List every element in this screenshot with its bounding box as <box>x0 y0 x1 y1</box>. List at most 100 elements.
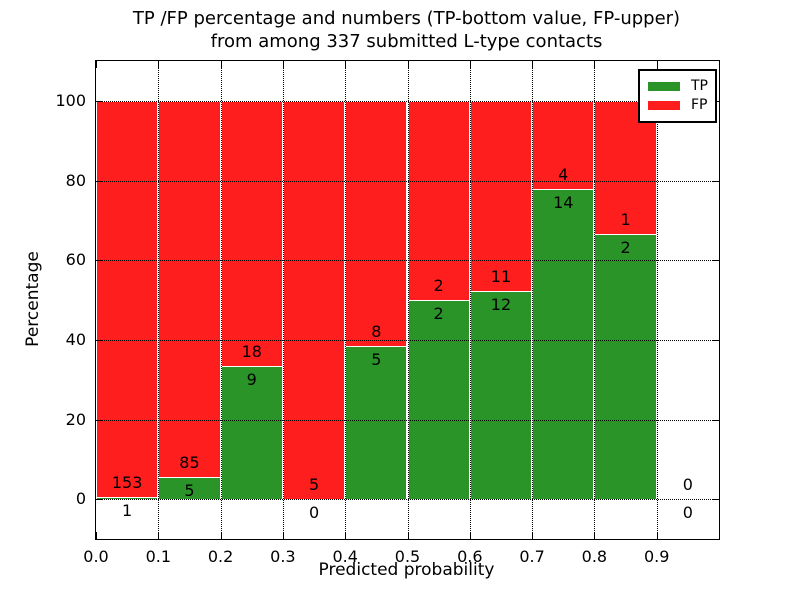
ytick-right-60 <box>712 260 719 262</box>
gridline-x-0.1 <box>158 61 160 539</box>
gridline-x-0.3 <box>282 61 284 539</box>
x-axis-tick-label-0.5: 0.5 <box>394 547 421 566</box>
legend: TP FP <box>638 69 717 123</box>
gridline-x-0.4 <box>345 61 347 539</box>
ytick-right-20 <box>712 419 719 421</box>
x-axis-tick-label-0.1: 0.1 <box>145 547 172 566</box>
gridline-x-0.8 <box>594 61 596 539</box>
fp-count-label-0.4-0.5: 8 <box>371 321 382 341</box>
ytick-right-80 <box>712 180 719 182</box>
fp-count-label-0.5-0.6: 2 <box>433 276 444 295</box>
x-axis-label: Predicted probability <box>318 560 495 580</box>
x-axis-tick-label-0.9: 0.9 <box>643 547 670 566</box>
tp-count-label-0.9-1.0: 0 <box>682 503 693 523</box>
tp-count-label-0.7-0.8: 14 <box>553 193 574 213</box>
plot-canvas: 153 1 85 5 18 9 5 0 8 5 2 2 11 12 4 14 1 2 0 0 0 20 40 60 80 100 0… <box>55 61 719 566</box>
y-axis-tick-label-0: 0 <box>75 489 86 509</box>
xtick-top-0.3 <box>282 61 284 68</box>
ytick-right-40 <box>712 339 719 341</box>
xtick-bottom-0.7 <box>532 532 534 539</box>
y-axis-tick-label-60: 60 <box>65 250 86 270</box>
legend-label-fp: FP <box>691 97 708 113</box>
xtick-bottom-0.8 <box>594 532 596 539</box>
ytick-left-100 <box>96 100 103 102</box>
fp-count-label-0.0-0.1: 153 <box>111 472 143 492</box>
fp-count-label-0.8-0.9: 1 <box>620 209 631 229</box>
gridline-x-0.7 <box>532 61 534 539</box>
bar-segment-fp-0.2-0.3 <box>220 100 283 367</box>
bar-segment-tp-0.5-0.6 <box>407 300 470 500</box>
x-axis-tick-label-0.0: 0.0 <box>83 547 109 566</box>
fp-count-label-0.3-0.4: 5 <box>308 475 320 495</box>
chart-title-line1: TP /FP percentage and numbers (TP-bottom… <box>132 8 681 29</box>
ytick-left-40 <box>96 339 103 341</box>
x-axis-tick-label-0.2: 0.2 <box>207 547 234 566</box>
ytick-left-20 <box>96 419 103 421</box>
xtick-bottom-0.1 <box>158 532 160 539</box>
bar-segment-tp-0.8-0.9 <box>594 233 657 500</box>
xtick-top-0.9 <box>656 61 658 68</box>
gridline-x-0.5 <box>407 61 409 539</box>
tp-count-label-0.4-0.5: 5 <box>371 349 382 369</box>
xtick-top-0.1 <box>158 61 160 68</box>
bar-segment-fp-0.6-0.7 <box>469 100 533 292</box>
tp-count-label-0.3-0.4: 0 <box>308 503 320 523</box>
xtick-bottom-0.0 <box>96 532 97 539</box>
tp-color-swatch-icon <box>648 82 680 91</box>
gridline-x-0.6 <box>469 61 471 539</box>
fp-count-label-0.7-0.8: 4 <box>558 165 569 185</box>
x-axis-tick-label-0.6: 0.6 <box>457 547 483 566</box>
xtick-top-0.2 <box>220 61 222 68</box>
tp-count-label-0.1-0.2: 5 <box>184 481 195 501</box>
xtick-bottom-0.5 <box>407 532 409 539</box>
bar-segment-fp-0.1-0.2 <box>158 100 221 478</box>
x-axis-tick-label-0.7: 0.7 <box>519 547 545 566</box>
gridline-x-0.2 <box>220 61 222 539</box>
fp-count-label-0.6-0.7: 11 <box>490 267 512 287</box>
tp-count-label-0.5-0.6: 2 <box>433 304 444 323</box>
tp-count-label-0.8-0.9: 2 <box>620 237 631 257</box>
bar-segment-tp-0.2-0.3 <box>220 366 283 500</box>
bar-segment-tp-0.0-0.1 <box>96 496 159 500</box>
xtick-bottom-0.6 <box>469 532 471 539</box>
fp-count-label-0.2-0.3: 18 <box>241 342 262 362</box>
gridline-x-0.9 <box>656 61 658 539</box>
y-axis-tick-label-80: 80 <box>65 170 86 190</box>
fp-color-swatch-icon <box>648 101 680 110</box>
xtick-bottom-0.3 <box>282 532 284 539</box>
fp-count-label-0.9-1.0: 0 <box>682 475 693 495</box>
xtick-top-0.7 <box>532 61 534 68</box>
bar-segment-fp-0.4-0.5 <box>345 100 408 346</box>
legend-entry-fp: FP <box>648 97 708 114</box>
y-axis-tick-label-20: 20 <box>65 409 86 429</box>
chart-title-line2: from among 337 submitted L-type contacts <box>210 31 603 52</box>
xtick-top-0.6 <box>469 61 471 68</box>
xtick-top-0.0 <box>96 61 97 68</box>
plot-area: 153 1 85 5 18 9 5 0 8 5 2 2 11 12 4 14 1 2 0 0 0 20 40 60 80 100 0… <box>55 60 720 566</box>
bar-segment-fp-0.3-0.4 <box>282 100 346 500</box>
bar-segment-tp-0.6-0.7 <box>469 291 533 500</box>
xtick-top-0.5 <box>407 61 409 68</box>
xtick-bottom-0.4 <box>345 532 347 539</box>
tp-count-label-0.6-0.7: 12 <box>490 295 512 315</box>
xtick-top-0.8 <box>594 61 596 68</box>
xtick-bottom-0.9 <box>656 532 658 539</box>
ytick-right-0 <box>712 499 719 501</box>
ytick-left-80 <box>96 180 103 182</box>
bar-segment-fp-0.5-0.6 <box>407 100 470 300</box>
tp-count-label-0.0-0.1: 1 <box>122 500 133 520</box>
x-axis-tick-label-0.4: 0.4 <box>332 547 358 566</box>
y-axis-tick-label-40: 40 <box>65 329 86 349</box>
xtick-bottom-0.2 <box>220 532 222 539</box>
x-axis-tick-label-0.3: 0.3 <box>270 547 296 566</box>
legend-label-tp: TP <box>691 78 708 94</box>
tp-count-label-0.2-0.3: 9 <box>246 370 257 390</box>
ytick-left-0 <box>96 499 103 501</box>
legend-entry-tp: TP <box>648 78 708 95</box>
ytick-left-60 <box>96 260 103 262</box>
bar-segment-fp-0.0-0.1 <box>96 100 159 497</box>
fp-count-label-0.1-0.2: 85 <box>179 453 200 473</box>
xtick-top-0.4 <box>345 61 347 68</box>
x-axis-tick-label-0.8: 0.8 <box>581 547 608 566</box>
